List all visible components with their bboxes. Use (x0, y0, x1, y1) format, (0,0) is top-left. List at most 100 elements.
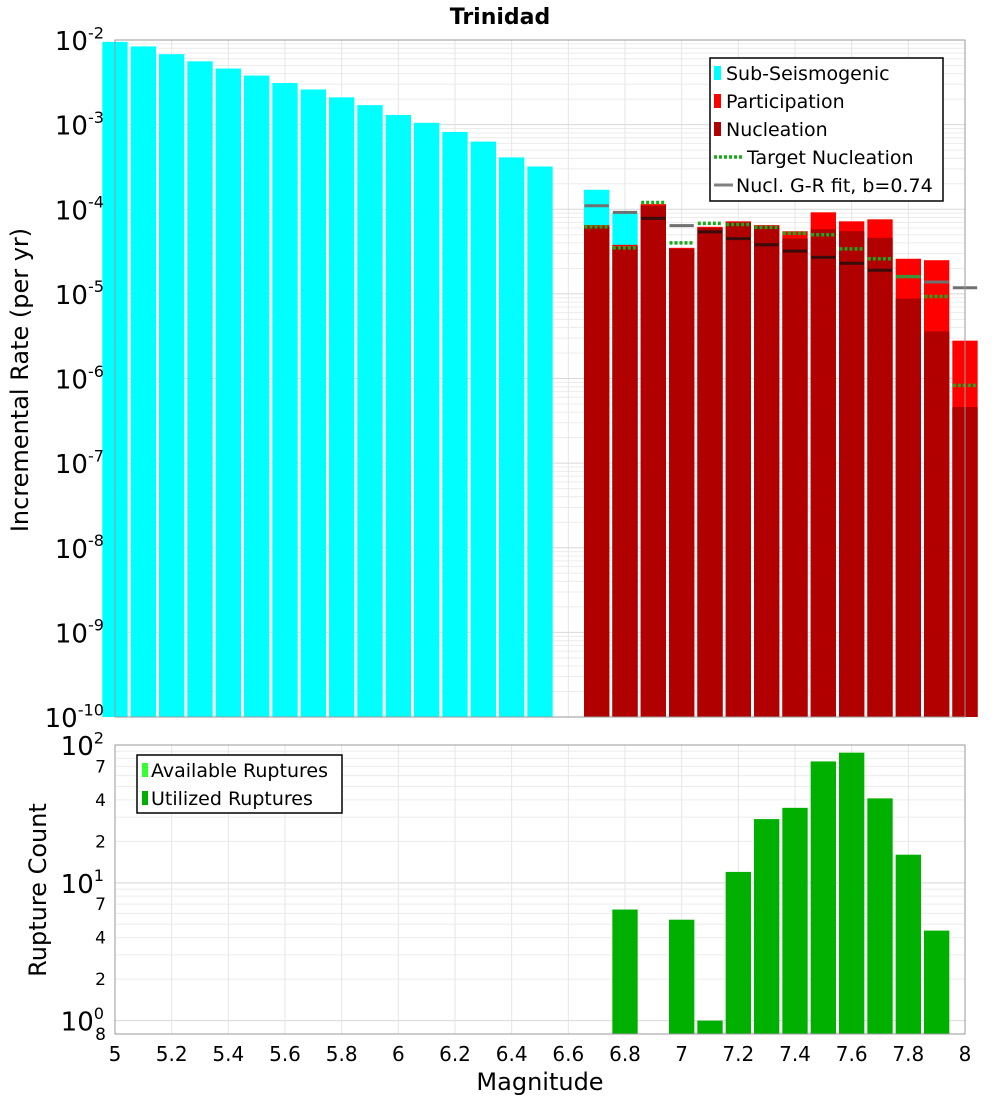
x-tick-label: 7.4 (779, 1042, 811, 1066)
utilized-ruptures-bar (924, 930, 950, 1034)
count-legend-box (136, 754, 343, 814)
nucleation-bar (697, 228, 723, 717)
rate-y-tick-label: 10-9 (55, 616, 104, 650)
utilized-ruptures-bar (782, 807, 808, 1034)
count-y-ticks: 100 101 102 8 2 4 7 2 4 7 (61, 728, 106, 1045)
rate-y-tick-label: 10-2 (55, 23, 104, 57)
legend-label: Sub-Seismogenic (726, 63, 890, 85)
sub-seismogenic-bar (329, 97, 355, 718)
legend-label: Available Ruptures (151, 760, 328, 782)
utilized-ruptures-bar (754, 819, 780, 1034)
utilized-ruptures-bar (810, 761, 836, 1034)
count-y-minor-tick-label: 4 (95, 791, 106, 811)
x-tick-label: 6.4 (496, 1042, 528, 1066)
rate-y-ticks: 10-10 10-9 10-8 10-7 10-6 10-5 10-4 10-3 10-2 (45, 23, 104, 734)
count-legend: Available Ruptures Utilized Ruptures (136, 754, 343, 814)
legend-label: Target Nucleation (746, 147, 914, 169)
nucleation-bar (839, 231, 865, 717)
nucleation-bar (669, 248, 695, 717)
count-y-minor-tick-label: 2 (95, 832, 106, 852)
sub-seismogenic-bar (385, 114, 411, 717)
utilized-ruptures-bar (895, 854, 921, 1034)
rate-y-tick-label: 10-3 (55, 108, 104, 142)
sub-seismogenic-bar (272, 83, 298, 717)
rate-plot: 10-10 10-9 10-8 10-7 10-6 10-5 10-4 10-3 10-2 (45, 23, 978, 734)
nucleation-bar (725, 222, 751, 717)
nucleation-bar (782, 238, 808, 717)
nucleation-bar (640, 205, 666, 718)
legend-label: Nucl. G-R fit, b=0.74 (736, 175, 933, 197)
count-y-minor-tick-label: 7 (95, 757, 106, 777)
rate-bars (102, 41, 978, 718)
sub-seismogenic-bar (414, 122, 440, 718)
count-y-minor-tick-label: 7 (95, 895, 106, 915)
x-tick-label: 6.2 (439, 1042, 471, 1066)
rate-y-axis-label: Incremental Rate (per yr) (6, 228, 34, 532)
x-tick-label: 5.4 (212, 1042, 244, 1066)
rate-y-tick-label: 10-10 (45, 700, 104, 734)
x-tick-label: 6.6 (552, 1042, 584, 1066)
nucleation-bar (895, 298, 921, 717)
legend-label: Utilized Ruptures (151, 788, 313, 810)
x-tick-label: 6.8 (609, 1042, 641, 1066)
count-y-tick-label: 100 (61, 1004, 104, 1038)
legend-swatch (142, 791, 148, 805)
x-ticks: 5 5.2 5.4 5.6 5.8 6 6.2 6.4 6.6 6.8 7 7.2 7.4 7.6 7.8 8 (109, 1042, 972, 1066)
sub-seismogenic-bar (159, 54, 185, 717)
rate-y-tick-label: 10-4 (55, 193, 104, 227)
nucleation-bar (612, 246, 638, 717)
x-tick-label: 7.2 (722, 1042, 754, 1066)
legend-swatch (714, 66, 721, 80)
sub-seismogenic-bar (215, 68, 241, 717)
rate-fit-lines (584, 200, 978, 388)
rate-legend-box (709, 57, 944, 202)
rate-y-tick-label: 10-6 (55, 362, 104, 396)
x-tick-label: 7 (675, 1042, 688, 1066)
nucleation-bar (924, 331, 950, 717)
sub-seismogenic-bar (442, 131, 468, 717)
sub-seismogenic-bar (187, 61, 213, 718)
sub-seismogenic-bar (130, 46, 156, 718)
count-y-minor-tick-label: 4 (95, 929, 106, 949)
legend-label: Nucleation (726, 119, 828, 141)
legend-swatch (714, 122, 721, 136)
x-tick-label: 5.6 (269, 1042, 301, 1066)
x-axis-label: Magnitude (476, 1068, 603, 1096)
sub-seismogenic-bar (357, 105, 383, 717)
rate-plot-frame (114, 39, 966, 718)
legend-label: Participation (726, 91, 845, 113)
utilized-ruptures-bar (725, 871, 751, 1034)
utilized-ruptures-bar (697, 1020, 723, 1034)
sub-seismogenic-bar (499, 157, 525, 717)
legend-swatch (142, 763, 148, 777)
rate-y-tick-label: 10-7 (55, 446, 104, 480)
nucleation-bar (754, 226, 780, 717)
chart-title: Trinidad (450, 5, 551, 30)
sub-seismogenic-bar (300, 89, 326, 718)
x-tick-label: 5.2 (156, 1042, 188, 1066)
x-tick-label: 7.8 (892, 1042, 924, 1066)
rate-y-tick-label: 10-5 (55, 277, 104, 311)
utilized-ruptures-bar (669, 919, 695, 1034)
x-tick-label: 7.6 (836, 1042, 868, 1066)
sub-seismogenic-bar (244, 75, 270, 718)
nucleation-bar (584, 226, 610, 717)
count-bars (612, 752, 950, 1034)
count-plot: 100 101 102 8 2 4 7 2 4 7 5 5.2 5.4 5.6 5.8 6 6.2 6.4 6.6… (61, 728, 972, 1066)
sub-seismogenic-bar (527, 166, 553, 717)
sub-seismogenic-bar (470, 141, 496, 717)
rate-legend: Sub-Seismogenic Participation Nucleation Ta… (709, 57, 944, 202)
x-tick-label: 8 (959, 1042, 972, 1066)
count-y-minor-tick-label: 8 (95, 1025, 106, 1045)
count-y-tick-label: 101 (61, 866, 104, 900)
x-tick-label: 6 (392, 1042, 405, 1066)
count-y-axis-label: Rupture Count (24, 803, 52, 977)
count-y-tick-label: 102 (61, 728, 104, 762)
rate-y-tick-label: 10-8 (55, 531, 104, 565)
utilized-ruptures-bar (839, 752, 865, 1034)
x-tick-label: 5 (109, 1042, 122, 1066)
nucleation-bar (867, 237, 893, 717)
count-plot-frame (114, 744, 966, 1035)
nucleation-bar (810, 229, 836, 718)
